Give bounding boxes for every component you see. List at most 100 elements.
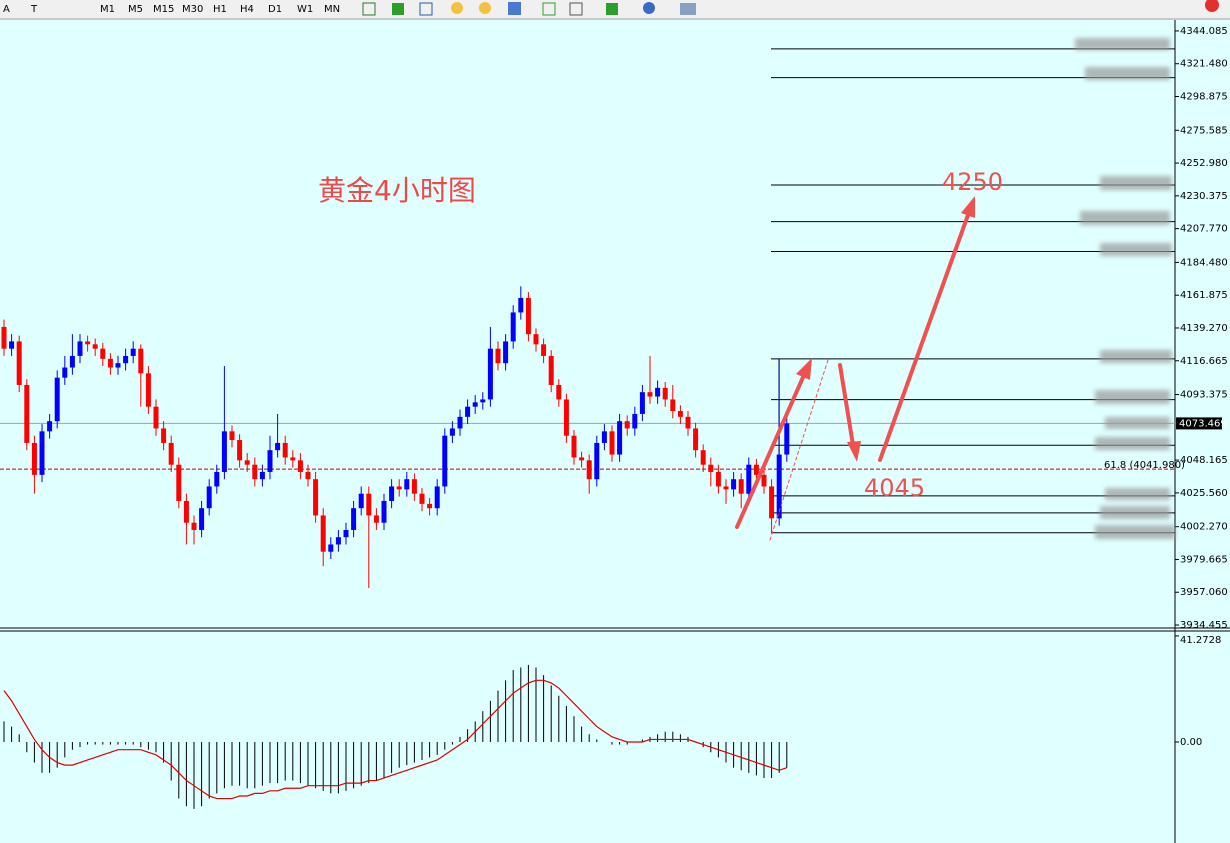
icon[interactable] (392, 3, 404, 15)
candle-body (465, 406, 471, 417)
y-tick-label: 4230.375 (1180, 191, 1228, 202)
candle-body (161, 428, 167, 443)
toolbar-button[interactable]: M1 (100, 4, 115, 15)
candle-body (761, 474, 767, 487)
toolbar-button[interactable]: M15 (153, 4, 174, 15)
candle-body (541, 344, 547, 356)
candle-body (244, 460, 250, 465)
candle-body (320, 515, 326, 552)
drawn-arrows (735, 196, 975, 541)
candle-body (639, 392, 645, 414)
icon[interactable] (680, 3, 696, 15)
candle-body (328, 544, 334, 552)
icon[interactable] (479, 2, 491, 14)
y-tick-label: 0.00 (1180, 737, 1202, 748)
candle-body (731, 479, 737, 490)
candle-body (518, 297, 524, 313)
candle-body (594, 442, 600, 480)
toolbar-button[interactable]: H4 (240, 4, 254, 15)
icon[interactable] (451, 2, 463, 14)
candle-body (442, 435, 448, 487)
fib-label: 61.8 (4041.980) (1104, 460, 1185, 471)
toolbar-button[interactable]: M5 (128, 4, 143, 15)
candle-body (77, 341, 83, 356)
toolbar-button[interactable]: D1 (268, 4, 282, 15)
candle-body (601, 431, 607, 443)
candle-body (624, 421, 630, 429)
candle-body (533, 334, 539, 345)
candle-body (351, 508, 357, 530)
icon[interactable] (362, 2, 376, 16)
y-tick-label: 4184.480 (1180, 257, 1228, 268)
toolbar-button[interactable]: M30 (182, 4, 203, 15)
candle-body (9, 341, 15, 349)
candle-body (503, 341, 509, 364)
candle-body (343, 529, 349, 538)
toolbar-button[interactable]: MN (324, 4, 340, 15)
toolbar-button[interactable]: T (30, 4, 38, 15)
candle-body (237, 440, 243, 461)
candle-body (191, 522, 197, 530)
candle-body (579, 457, 585, 461)
candle-body (176, 464, 182, 501)
candle-body (123, 355, 129, 364)
candle-body (115, 363, 121, 368)
candle-body (480, 399, 486, 403)
y-tick-label: 3957.060 (1180, 587, 1228, 598)
candle-body (47, 421, 53, 432)
toolbar-button[interactable]: H1 (213, 4, 227, 15)
candle-body (427, 503, 433, 509)
candle-body (16, 341, 22, 385)
signal-line (3, 679, 787, 800)
candle-body (609, 431, 615, 455)
icon[interactable] (643, 2, 655, 14)
candle-body (404, 479, 410, 490)
candle-body (138, 348, 144, 374)
candle-body (563, 399, 569, 436)
y-tick-label: 4321.480 (1180, 59, 1228, 70)
candle-body (685, 416, 691, 429)
y-tick-label: 4298.875 (1180, 92, 1228, 103)
candle-body (723, 486, 729, 490)
candle-body (199, 508, 205, 530)
candle-body (449, 428, 455, 436)
candle-body (267, 450, 273, 472)
candle-body (229, 431, 235, 441)
candle-body (305, 471, 311, 480)
candle-body (617, 421, 623, 455)
price-panel: 4344.085 4321.480 4298.875 4275.585 4252.980… (0, 26, 1228, 631)
icon[interactable] (508, 2, 521, 15)
candle-body (715, 471, 721, 487)
candle-body (411, 479, 417, 494)
candle-body (358, 493, 364, 509)
toolbar-button[interactable]: A (3, 4, 10, 15)
y-tick-label: 4025.560 (1180, 488, 1228, 499)
y-tick-label: 4116.665 (1180, 356, 1228, 367)
y-tick-label: 4139.270 (1180, 323, 1228, 334)
candle-body (571, 435, 577, 458)
candle-body (708, 464, 714, 472)
toolbar-button[interactable]: W1 (297, 4, 313, 15)
candle-body (373, 515, 379, 523)
chart-title: 黄金4小时图 (318, 174, 476, 207)
candle-body (85, 341, 91, 345)
candle-body (275, 442, 281, 451)
icon[interactable] (569, 2, 583, 16)
candle-body (670, 399, 676, 412)
candle-body (62, 367, 68, 378)
candle-body (107, 358, 113, 368)
candle-body (145, 373, 151, 407)
macd-panel: 41.2728 0.00 (3, 635, 1221, 809)
candle-body (769, 486, 775, 519)
candle-body (419, 493, 425, 504)
icon[interactable] (606, 3, 618, 15)
icon[interactable] (542, 2, 556, 16)
candle-body (100, 348, 106, 359)
candle-body (457, 416, 463, 429)
icon[interactable] (419, 2, 433, 16)
candle-body (396, 486, 402, 490)
candle-body (495, 348, 501, 364)
candle-body (700, 450, 706, 465)
last-price-label: 4073.469 (1179, 418, 1227, 429)
icon[interactable] (1205, 0, 1219, 12)
